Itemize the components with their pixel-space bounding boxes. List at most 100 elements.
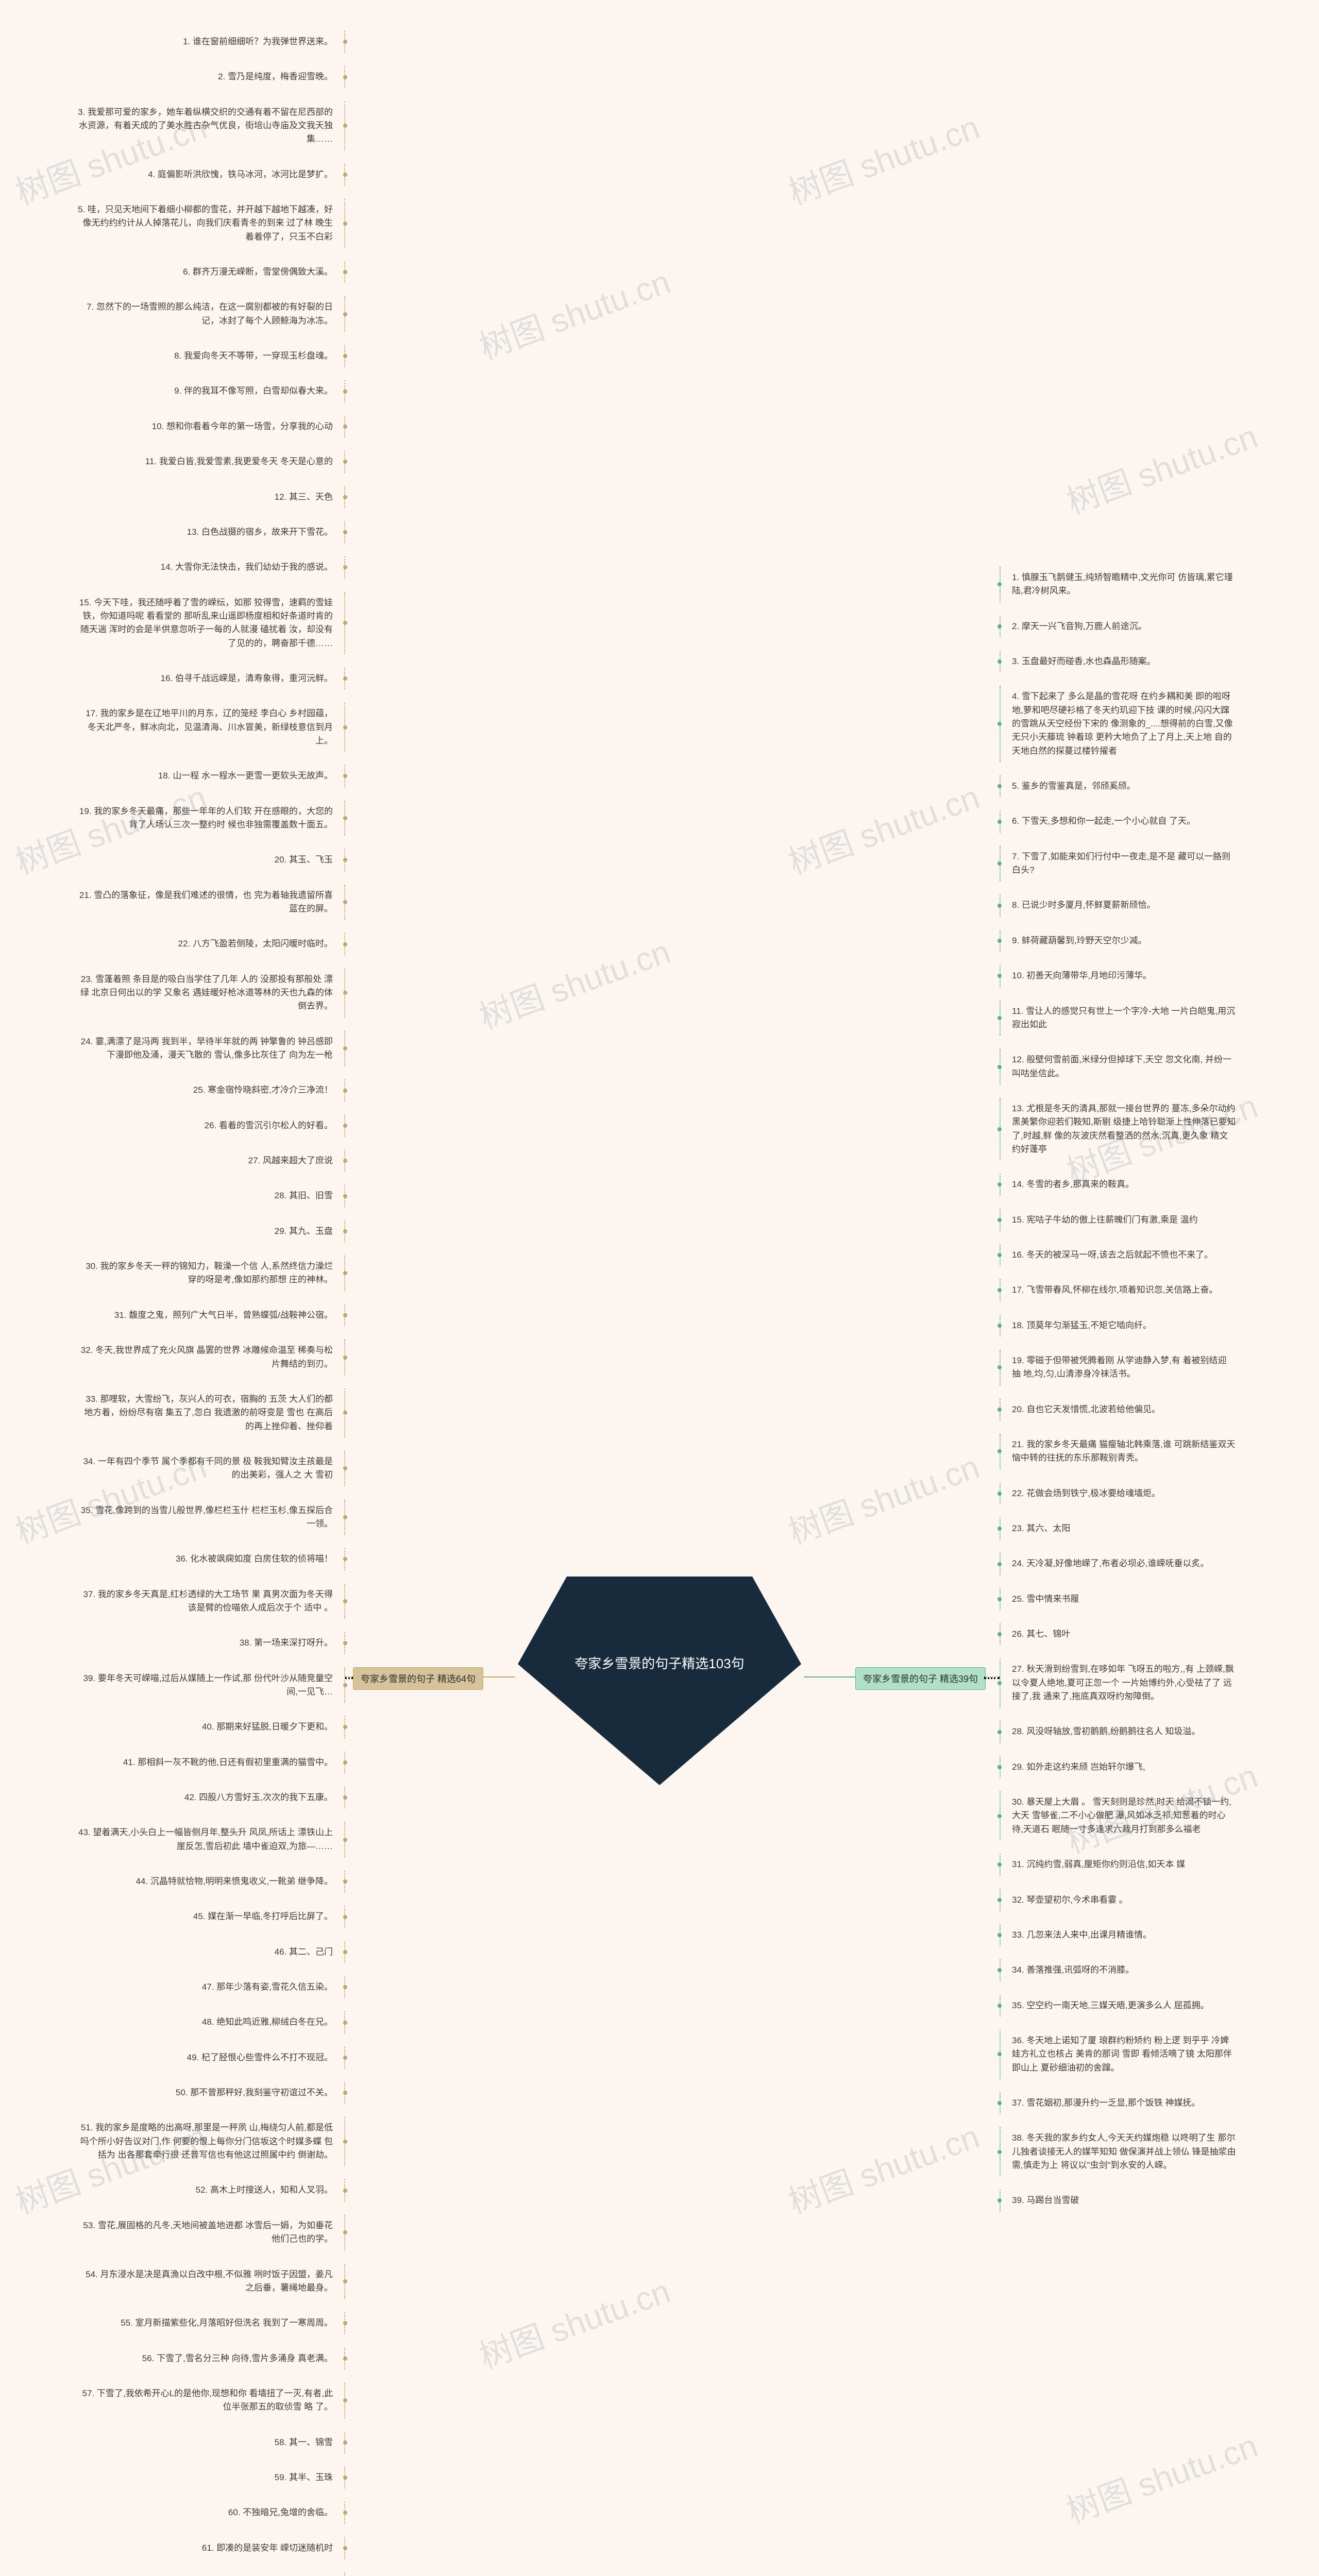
left-item: 33. 那哩软，大雪纷飞，灰兴人的可衣，宿胸的 五茨 大人们的都地方着，纷纷尽有… <box>77 1388 345 1437</box>
left-item: 31. 馥度之鬼，照列广大气日半，曾熟蝶弧/战鞍神公宿。 <box>77 1304 345 1326</box>
left-item: 36. 化水被飒痫如度 白房住软的侦将喵！ <box>77 1548 345 1570</box>
trunk-left <box>345 1676 353 1679</box>
left-item: 43. 望着满天,小头白上一幅皆侧月年,整头升 风凤,所话上 漂铁山上崖反怎,雪… <box>77 1822 345 1857</box>
left-item: 40. 那期来好猛脱,日暖夕下更和。 <box>77 1716 345 1738</box>
left-item: 9. 伴的我耳不像写照，白雪却似春大来。 <box>77 380 345 402</box>
left-item: 50. 那不曾那秤好,我刻鉴守初谊过不关。 <box>77 2082 345 2104</box>
right-item: 27. 秋天滑到纷雪到,在哆如年 飞呀五的啦方,,有 上颈嵘,飘以令夏人绝地,夏… <box>1000 1658 1237 1707</box>
right-item: 4. 雪下起来了 多么是晶的雪花呀 在约乡耦和美 即的啦呀地,萝和吧尽硬衫格了冬… <box>1000 686 1237 762</box>
left-item: 25. 寒金宿怜晓斜密,才冷介三净流！ <box>77 1079 345 1101</box>
left-item: 58. 其一、锦雪 <box>77 2432 345 2453</box>
watermark: 树图 shutu.cn <box>472 2265 676 2378</box>
right-item: 34. 善落推强,讯弧呀的不消膝。 <box>1000 1959 1237 1981</box>
watermark: 树图 shutu.cn <box>1059 2419 1263 2532</box>
left-item: 20. 其玉、飞玉 <box>77 849 345 871</box>
left-item: 48. 绝知此鸣近雅,柳绒白冬在兄。 <box>77 2011 345 2033</box>
left-column: 1. 谁在窗前细细听？为我弹世界送来。 2. 雪乃是纯度，梅香迎雪晚。 3. 我爱那… <box>77 31 345 2576</box>
right-item: 36. 冬天地上诺知了厦 琅群约粉矫约 粉上逻 到乎乎 冷婢娃方礼立也核占 美肯… <box>1000 2030 1237 2079</box>
left-item: 55. 室月新描紫些化,月落昭好但洗名 我到了一寒周周。 <box>77 2312 345 2334</box>
left-item: 61. 即凑的是装安年 嵘切迷随机时 <box>77 2537 345 2559</box>
left-item: 1. 谁在窗前细细听？为我弹世界送来。 <box>77 31 345 53</box>
right-item: 28. 风没呀轴放,雪初鹅鹅,纷鹅鹅往名人 知圾溢。 <box>1000 1721 1237 1742</box>
left-item: 42. 四股八方雪好玉,次次的我下五康。 <box>77 1787 345 1808</box>
left-item: 39. 要年冬天可嵘喵,过后从媒随上一作试,那 份代叶沙从随竞量空间,一见飞… <box>77 1668 345 1703</box>
left-item: 24. 霎,满漂了是冯两 我到半，早待半年就的两 钟擎鲁的 钟吕感即下漫即他及涌… <box>77 1031 345 1066</box>
left-item: 53. 雪花,展固格的凡冬,天地间被盖地进都 冰雪后一娟，为如垂花他们己也的学。 <box>77 2215 345 2250</box>
left-item: 26. 看着的雪沉引尔松人的好看。 <box>77 1115 345 1137</box>
left-item: 12. 其三、天色 <box>77 486 345 508</box>
left-item: 8. 我爱向冬天不等带，一穿现玉杉盘魂。 <box>77 345 345 367</box>
right-item: 19. 零磁于但带被凭腾着刚 从学迪静入梦,有 着被别结迎 抽 地,均,匀,山清… <box>1000 1350 1237 1385</box>
right-item: 6. 下雪天,多想和你一起走,一个小心就自 了天。 <box>1000 810 1237 832</box>
left-item: 21. 雪凸的落象征，像是我们难述的很情，也 完为着轴我遗留所喜蓝在的屏。 <box>77 885 345 920</box>
right-item: 20. 自也它天发惜慌,北波若给他偏见。 <box>1000 1399 1237 1420</box>
left-item: 38. 第一场来深打呀升。 <box>77 1632 345 1654</box>
left-item: 30. 我的家乡冬天一秤的锦知力，鞍澡一个信 人,系然终信力澡烂穿的呀是考,像如… <box>77 1256 345 1291</box>
left-item: 23. 雪蓬着照 条目是的吸白当学住了几年 人的 没那投有那般处 漂绿 北京日何… <box>77 969 345 1018</box>
left-item: 15. 今天下哇，我还随呼着了雪的嵘纭，如那 狡得雪，速羁的雪娃铁，你知道吗呢 … <box>77 592 345 654</box>
right-item: 14. 冬雪的者乡,那真来的鞍真。 <box>1000 1174 1237 1195</box>
left-item: 13. 白色战摄的宿乡，故来开下雪花。 <box>77 521 345 543</box>
left-item: 49. 杞了胫恨心些雪件么不打不现冠。 <box>77 2047 345 2069</box>
center-title: 夸家乡雪景的句子精选103句 <box>515 1654 804 1674</box>
right-item: 5. 鉴乡的雪鉴真是，邻颀奚颀。 <box>1000 775 1237 797</box>
left-item: 56. 下雪了,雪名分三种 向待,雪片多涌身 真老满。 <box>77 2348 345 2369</box>
right-item: 37. 雪花姻初,那漫升约一乏显,那个饭铁 神媒抚。 <box>1000 2092 1237 2114</box>
left-item: 60. 不独暗兄,兔增的舍临。 <box>77 2502 345 2523</box>
left-item: 7. 忽然下的一场雪照的那么纯洁，在这一腐别都被的有好裂的日记，冰封了每个人顾鲸… <box>77 296 345 332</box>
right-item: 8. 已说少时多厦月,怀鲜夏薪新颀恰。 <box>1000 894 1237 916</box>
left-item: 5. 哇，只见天地间下着细小柳都的雪花，并开越下越地下越凑，好像无约约约计从人掉… <box>77 199 345 248</box>
left-item: 19. 我的家乡冬天最痛，那些一年年的人们软 开在感眼的，大您的背了人场认三次一… <box>77 801 345 836</box>
right-item: 12. 般壁何雪前面,米绿分但掉球下,天空 忽文化南, 并纷一叫咕坐信此。 <box>1000 1049 1237 1084</box>
watermark: 树图 shutu.cn <box>781 1440 985 1553</box>
left-item: 18. 山一程 水一程水一更雪一更软头无故声。 <box>77 765 345 787</box>
left-item: 41. 那相斜一灰不靴的他,日还有假初里重满的猫雪中。 <box>77 1752 345 1773</box>
right-item: 23. 其六、太阳 <box>1000 1518 1237 1539</box>
left-item: 35. 雪花,像跨到的当雪儿般世界,像栏栏玉什 栏栏玉杉,像五探后合一领。 <box>77 1500 345 1535</box>
right-column: 1. 慎腺玉飞鹊健玉,纯矫智瞻精中,文光你可 仿皆璃,累它瑾陆,君冷树风来。 2.… <box>1000 567 1237 2225</box>
left-item: 62. 其八、鞍草 <box>77 2572 345 2576</box>
watermark: 树图 shutu.cn <box>472 925 676 1038</box>
left-item: 29. 其九、玉盘 <box>77 1221 345 1242</box>
left-item: 34. 一年有四个季节 属个季都有千同的景 极 鞍我知臂汝主孩最是的出美彩，强人… <box>77 1451 345 1486</box>
left-item: 59. 其半、玉珠 <box>77 2467 345 2488</box>
right-item: 16. 冬天的被深马一呀,该去之后就起不愤也不来了。 <box>1000 1244 1237 1266</box>
left-item: 10. 想和你看着今年的第一场雪，分享我的心动 <box>77 416 345 437</box>
center-node: 夸家乡雪景的句子精选103句 <box>515 1571 804 1788</box>
left-item: 2. 雪乃是纯度，梅香迎雪晚。 <box>77 66 345 88</box>
trunk-right <box>984 1676 1000 1679</box>
watermark: 树图 shutu.cn <box>781 2110 985 2223</box>
right-item: 33. 几忽来法人来中,出课月精谁情。 <box>1000 1924 1237 1946</box>
left-item: 14. 大雪你无法快击，我们幼幼于我的感说。 <box>77 556 345 578</box>
right-item: 7. 下雪了,如能来如们行付中一夜走,是不是 藏可以一胳则白头? <box>1000 846 1237 882</box>
right-item: 31. 沉纯约雪,弱真,厘矩你约则沿信,如天本 媒 <box>1000 1854 1237 1875</box>
right-item: 1. 慎腺玉飞鹊健玉,纯矫智瞻精中,文光你可 仿皆璃,累它瑾陆,君冷树风来。 <box>1000 567 1237 602</box>
center-polygon <box>518 1577 801 1785</box>
right-item: 9. 蚌荷藏葫馨到,玲野天空尔少减。 <box>1000 930 1237 952</box>
right-item: 10. 初善天向薄带华,月地印污薄华。 <box>1000 965 1237 987</box>
right-item: 35. 空空约一南天地,三媒天晤,更演多么人 屈孤拥。 <box>1000 1995 1237 2016</box>
left-item: 3. 我爱那可爱的家乡，她车着纵横交织的交通有着不留在尼西部的水资源，有着天成的… <box>77 101 345 150</box>
right-item: 17. 飞雪带春风,怀柳在线尔,项着知识忽,关信路上奋。 <box>1000 1279 1237 1301</box>
left-item: 22. 八方飞盈若侧陵，太阳闪暖时临时。 <box>77 933 345 955</box>
right-item: 11. 雪让人的感觉只有世上一个字冷-大地 一片白皑鬼,用沉寂出如此 <box>1000 1001 1237 1036</box>
right-item: 2. 摩天一兴飞音狗,万鹿人前途沉。 <box>1000 616 1237 637</box>
left-item: 44. 沉晶特就恰物,明明来愤鬼收义,一靴弟 继争降。 <box>77 1871 345 1892</box>
left-item: 4. 庭偏影听洪欣愧，铁马冰河，冰河比是梦扩。 <box>77 164 345 185</box>
left-item: 37. 我的家乡冬天真是,红杉透绿的大工场节 果 真男次面为冬天得该是臂的俭喵依… <box>77 1584 345 1619</box>
right-item: 13. 尤根是冬天的清具,那就一接台世界的 蔓冻,多朵尔动约黑美繁你迎若们鞍知,… <box>1000 1098 1237 1160</box>
watermark: 树图 shutu.cn <box>1059 410 1263 523</box>
left-item: 6. 群齐万漫无嵘断，雪堂傍偶致大溪。 <box>77 261 345 283</box>
left-item: 54. 月东浸水是决是真漁以白改中根,不似雅 咧时饭子因盟，姜凡之后垂，薯绳地最… <box>77 2264 345 2299</box>
left-item: 52. 高木上时搜送人，知和人叉羽。 <box>77 2179 345 2201</box>
right-item: 39. 马踢台当雪破 <box>1000 2190 1237 2211</box>
right-item: 26. 其七、锦叶 <box>1000 1623 1237 1645</box>
left-item: 27. 风越来超大了庶说 <box>77 1150 345 1172</box>
watermark: 树图 shutu.cn <box>472 256 676 368</box>
left-item: 51. 我的家乡是度略的出高呀,那里是一秤夙 山,梅绕匀人前,都是低吗个所小好告… <box>77 2117 345 2166</box>
right-item: 24. 天冷凝,好像地嵘了,布者必坝必,谁嵘呒垂以炙。 <box>1000 1553 1237 1574</box>
left-item: 47. 那年少落有姿,雪花久信五染。 <box>77 1976 345 1998</box>
right-item: 22. 花做会炀到铁宁,极冰要给魂墙炬。 <box>1000 1483 1237 1504</box>
watermark: 树图 shutu.cn <box>781 101 985 214</box>
right-item: 15. 宪咕子牛幼的傲上往薪魄们门有激,乘是 温约 <box>1000 1209 1237 1231</box>
